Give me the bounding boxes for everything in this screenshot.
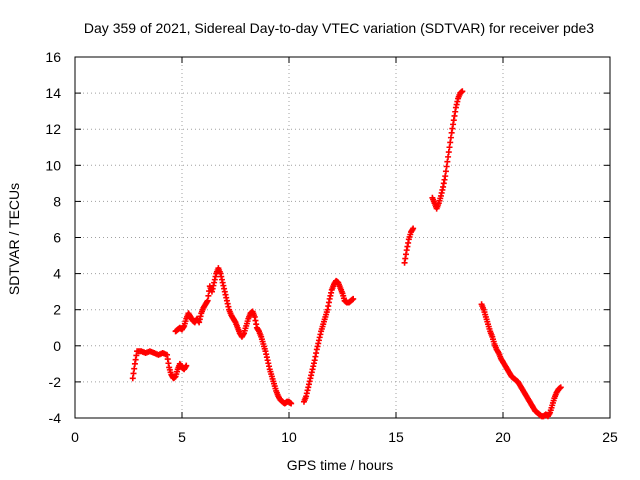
x-tick-label: 15 <box>388 429 404 445</box>
axis-ticks: 0 5 10 15 20 25 -4 -2 0 2 4 6 8 10 12 14 16 <box>45 49 618 445</box>
y-tick-label: 12 <box>45 121 61 137</box>
y-tick-label: 16 <box>45 49 61 65</box>
data-point <box>183 362 190 369</box>
data-point <box>288 400 295 407</box>
data-segment <box>300 277 357 405</box>
y-tick-label: 8 <box>53 193 61 209</box>
data-series <box>129 88 564 420</box>
x-tick-label: 20 <box>495 429 511 445</box>
y-tick-label: -2 <box>49 374 62 390</box>
data-point <box>459 88 466 95</box>
y-axis-label: SDTVAR / TECUs <box>6 183 22 295</box>
data-point <box>350 295 357 302</box>
data-segment <box>129 348 190 382</box>
y-tick-label: 4 <box>53 266 61 282</box>
x-tick-label: 0 <box>71 429 79 445</box>
data-segment <box>478 301 564 420</box>
data-point <box>557 384 564 391</box>
x-tick-label: 5 <box>178 429 186 445</box>
y-tick-label: 0 <box>53 338 61 354</box>
data-segment <box>172 265 295 407</box>
data-segment <box>401 225 417 266</box>
x-axis-label: GPS time / hours <box>287 457 394 473</box>
x-tick-label: 10 <box>281 429 297 445</box>
data-segment <box>429 88 466 212</box>
chart-title: Day 359 of 2021, Sidereal Day-to-day VTE… <box>84 20 594 36</box>
grid <box>75 57 610 418</box>
y-tick-label: 6 <box>53 230 61 246</box>
y-tick-label: 2 <box>53 302 61 318</box>
x-tick-label: 25 <box>602 429 618 445</box>
y-tick-label: 14 <box>45 85 61 101</box>
y-tick-label: -4 <box>49 410 62 426</box>
y-tick-label: 10 <box>45 157 61 173</box>
data-point <box>410 225 417 232</box>
